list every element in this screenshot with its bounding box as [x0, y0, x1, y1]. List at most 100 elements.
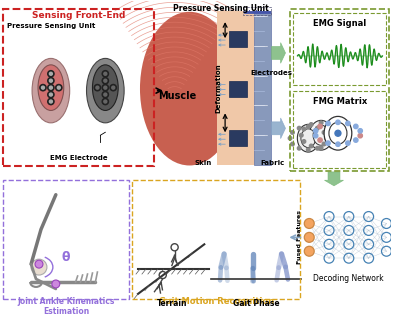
Bar — [229, 130, 247, 146]
Circle shape — [48, 98, 54, 105]
Circle shape — [48, 84, 54, 91]
Circle shape — [304, 218, 314, 229]
Circle shape — [304, 246, 314, 256]
Circle shape — [104, 72, 107, 75]
Text: Fabric: Fabric — [261, 160, 285, 166]
Text: Pressure Sensing Unit: Pressure Sensing Unit — [173, 4, 269, 13]
Circle shape — [336, 140, 340, 143]
Circle shape — [49, 100, 52, 103]
Text: Pressure Sensing Unit: Pressure Sensing Unit — [7, 23, 96, 29]
Polygon shape — [271, 118, 286, 139]
Circle shape — [316, 126, 319, 130]
Circle shape — [56, 84, 62, 91]
Polygon shape — [325, 172, 344, 186]
Polygon shape — [217, 11, 257, 165]
Circle shape — [335, 130, 341, 136]
Circle shape — [48, 71, 54, 77]
Circle shape — [102, 98, 108, 105]
Circle shape — [309, 123, 313, 126]
Circle shape — [94, 84, 100, 91]
Bar — [4, 9, 154, 166]
Circle shape — [302, 140, 306, 143]
Circle shape — [329, 144, 333, 148]
Circle shape — [104, 93, 107, 96]
Circle shape — [102, 84, 108, 91]
Circle shape — [336, 142, 340, 146]
Circle shape — [104, 100, 107, 103]
Circle shape — [102, 71, 108, 77]
Text: EMG Signal: EMG Signal — [313, 19, 366, 28]
Ellipse shape — [309, 120, 333, 150]
Circle shape — [302, 127, 306, 131]
Circle shape — [339, 133, 343, 137]
Ellipse shape — [313, 125, 329, 145]
Circle shape — [336, 127, 340, 131]
Circle shape — [358, 134, 362, 138]
Circle shape — [104, 86, 107, 89]
Circle shape — [354, 138, 358, 142]
Text: Gait Motion Recognition: Gait Motion Recognition — [159, 297, 274, 306]
Circle shape — [329, 123, 333, 126]
Text: Electrodes: Electrodes — [251, 70, 293, 76]
Circle shape — [112, 86, 115, 89]
Ellipse shape — [297, 124, 319, 152]
Ellipse shape — [140, 12, 239, 166]
Text: Decoding Network: Decoding Network — [312, 274, 383, 283]
Ellipse shape — [93, 65, 118, 111]
Circle shape — [325, 136, 328, 140]
Circle shape — [291, 131, 294, 134]
Circle shape — [307, 125, 310, 128]
Circle shape — [104, 79, 107, 82]
Circle shape — [40, 84, 46, 91]
Circle shape — [102, 78, 108, 84]
Circle shape — [52, 280, 60, 288]
Circle shape — [326, 121, 330, 126]
Text: Skin: Skin — [195, 160, 212, 166]
Ellipse shape — [32, 58, 70, 123]
Circle shape — [322, 131, 326, 134]
Circle shape — [346, 141, 350, 145]
Circle shape — [314, 129, 318, 133]
Circle shape — [48, 78, 54, 84]
Text: θ: θ — [61, 251, 70, 264]
Text: Muscle: Muscle — [158, 91, 197, 101]
Circle shape — [319, 121, 323, 125]
Circle shape — [31, 259, 47, 275]
Circle shape — [358, 129, 362, 133]
Circle shape — [110, 84, 116, 91]
Circle shape — [102, 91, 108, 98]
Circle shape — [322, 142, 326, 146]
Circle shape — [336, 120, 340, 125]
Circle shape — [57, 86, 60, 89]
Polygon shape — [254, 11, 271, 165]
Text: EMG Electrode: EMG Electrode — [50, 155, 108, 161]
Circle shape — [288, 136, 292, 140]
Ellipse shape — [87, 58, 124, 123]
Circle shape — [48, 91, 54, 98]
Circle shape — [49, 72, 52, 75]
Circle shape — [291, 142, 294, 146]
Circle shape — [307, 148, 310, 152]
Circle shape — [354, 124, 358, 128]
Circle shape — [316, 146, 319, 150]
Ellipse shape — [329, 122, 347, 144]
Bar — [229, 31, 247, 47]
Circle shape — [318, 124, 322, 128]
Text: Sensing Front-End: Sensing Front-End — [32, 11, 125, 20]
Bar — [294, 13, 387, 85]
Polygon shape — [271, 43, 286, 63]
Circle shape — [41, 86, 45, 89]
Text: Gait Phase: Gait Phase — [234, 299, 280, 308]
Bar — [132, 180, 300, 299]
Circle shape — [346, 121, 350, 126]
Circle shape — [49, 79, 52, 82]
Text: FMG Matrix: FMG Matrix — [313, 96, 367, 106]
Circle shape — [314, 134, 318, 138]
Circle shape — [299, 133, 303, 137]
Bar — [290, 9, 389, 171]
Text: Joint Ankle Kinematics
Estimation: Joint Ankle Kinematics Estimation — [18, 297, 115, 316]
Circle shape — [297, 146, 301, 150]
Circle shape — [318, 138, 322, 142]
Circle shape — [49, 86, 52, 89]
Circle shape — [304, 232, 314, 242]
